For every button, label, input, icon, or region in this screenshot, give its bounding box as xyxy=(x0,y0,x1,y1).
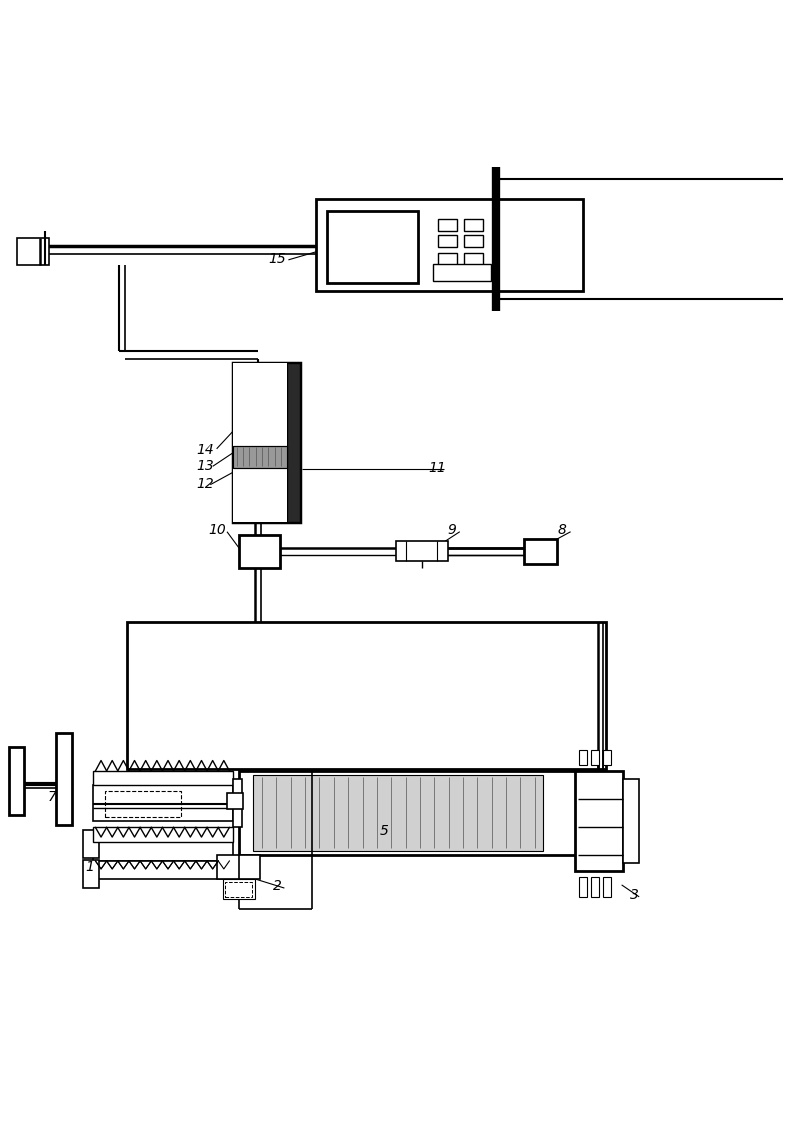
Text: 9: 9 xyxy=(448,523,457,537)
Bar xyxy=(82,830,98,858)
Bar xyxy=(105,791,181,817)
Bar xyxy=(227,794,243,809)
Bar xyxy=(603,751,611,764)
Text: 8: 8 xyxy=(558,523,566,537)
Bar xyxy=(316,199,583,291)
Text: 11: 11 xyxy=(428,461,446,475)
Bar xyxy=(396,541,448,561)
Text: 10: 10 xyxy=(209,523,226,537)
Text: 2: 2 xyxy=(273,880,282,893)
Text: 15: 15 xyxy=(269,252,286,266)
Bar xyxy=(55,734,71,825)
Bar xyxy=(438,235,458,247)
Bar xyxy=(591,751,599,764)
Bar xyxy=(217,856,261,880)
Bar xyxy=(579,877,587,897)
Bar xyxy=(223,880,255,899)
Text: 13: 13 xyxy=(197,460,214,473)
Bar xyxy=(226,883,252,897)
Bar xyxy=(438,252,458,265)
Bar xyxy=(233,779,242,826)
Bar xyxy=(603,877,611,897)
Bar xyxy=(591,877,599,897)
Bar xyxy=(93,827,233,842)
Bar xyxy=(233,362,286,446)
Bar xyxy=(93,842,233,861)
Bar xyxy=(438,220,458,231)
Text: 7: 7 xyxy=(48,790,57,804)
Text: 14: 14 xyxy=(197,444,214,457)
Bar xyxy=(93,786,233,821)
Bar xyxy=(233,362,300,522)
Bar xyxy=(239,771,582,855)
Bar xyxy=(93,861,233,880)
Bar xyxy=(623,779,639,863)
Bar xyxy=(18,238,50,265)
Bar xyxy=(233,446,286,468)
Bar xyxy=(127,621,606,770)
Bar xyxy=(523,539,557,565)
Bar xyxy=(82,860,98,889)
Bar xyxy=(10,747,24,815)
Bar xyxy=(464,252,483,265)
Bar xyxy=(434,264,491,282)
Bar xyxy=(464,235,483,247)
Bar xyxy=(326,212,418,283)
Text: 12: 12 xyxy=(197,477,214,491)
Text: 1: 1 xyxy=(85,859,94,874)
Bar xyxy=(233,468,286,522)
Bar xyxy=(464,220,483,231)
Bar xyxy=(286,362,300,522)
Bar xyxy=(253,775,543,850)
Bar xyxy=(575,771,623,871)
Text: 5: 5 xyxy=(380,824,389,839)
Text: 3: 3 xyxy=(630,889,638,902)
Bar xyxy=(239,535,281,568)
Bar xyxy=(579,751,587,764)
Bar xyxy=(93,771,233,786)
